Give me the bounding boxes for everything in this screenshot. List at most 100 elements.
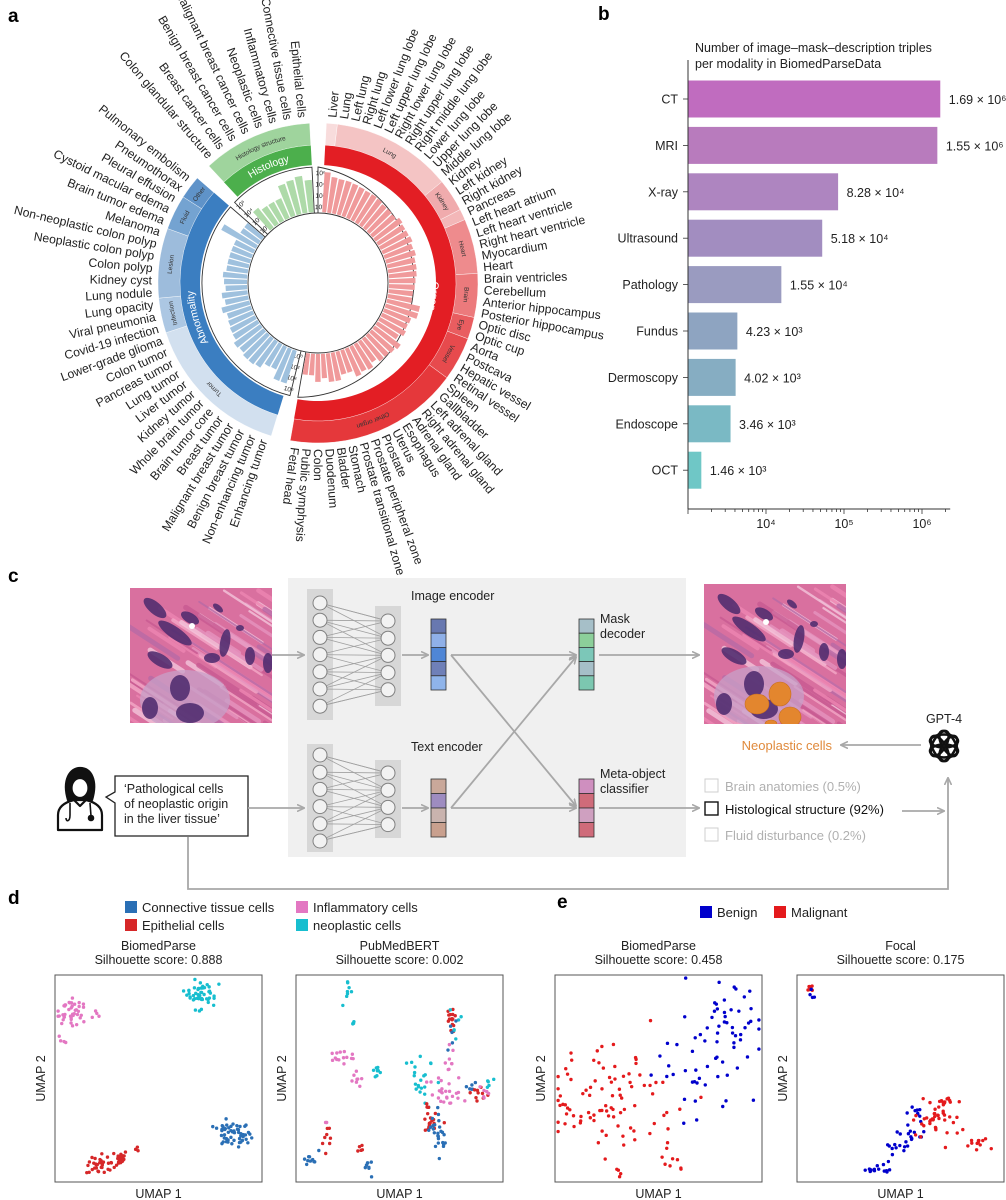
- data-point: [970, 1141, 974, 1145]
- data-point: [556, 1074, 560, 1079]
- neuron: [312, 612, 328, 628]
- data-point: [604, 1133, 608, 1138]
- data-point: [237, 1136, 242, 1141]
- data-point: [409, 1060, 414, 1065]
- data-point: [584, 1088, 588, 1092]
- category-label-text: Organ: [425, 281, 440, 311]
- data-point: [77, 1000, 81, 1005]
- category-label-item: Liver: [325, 91, 341, 119]
- tissue-fiber: [224, 686, 272, 721]
- data-point: [229, 1128, 233, 1133]
- data-point: [893, 1142, 897, 1147]
- nucleus: [793, 625, 805, 653]
- data-point: [193, 977, 197, 982]
- data-point: [943, 1145, 948, 1150]
- data-point: [222, 1133, 227, 1137]
- data-point: [69, 1021, 73, 1025]
- data-point: [735, 1066, 740, 1070]
- connection: [319, 754, 389, 774]
- data-point: [611, 1115, 616, 1119]
- value-label: 1.69 × 10⁶: [949, 93, 1006, 107]
- bar-benign-breast-cancer-cells: [268, 201, 285, 224]
- data-point: [604, 1104, 608, 1108]
- data-point: [446, 1067, 450, 1072]
- data-point: [564, 1112, 569, 1116]
- prompt-line-2: of neoplastic origin: [124, 797, 228, 811]
- data-point: [193, 996, 197, 1001]
- bar-optic-cup: [384, 303, 419, 319]
- data-point: [436, 1131, 440, 1135]
- nucleus: [180, 611, 200, 625]
- image-embedding-cell: [430, 675, 447, 691]
- mask-decoder-cell: [578, 675, 595, 691]
- radial-tick-label: 10⁶: [235, 199, 247, 211]
- data-point: [649, 1073, 653, 1077]
- data-point: [238, 1124, 242, 1129]
- tissue-fiber: [256, 588, 272, 602]
- data-point: [703, 1039, 707, 1043]
- neuron: [380, 665, 396, 681]
- tissue-fiber: [130, 624, 181, 661]
- data-point: [60, 1021, 64, 1026]
- data-point: [413, 1082, 418, 1086]
- value-label: 8.28 × 10⁴: [847, 186, 905, 200]
- data-point: [441, 1142, 446, 1147]
- bar-retinal-vessel: [375, 321, 399, 340]
- value-label: 1.55 × 10⁴: [790, 279, 848, 293]
- data-point: [424, 1080, 429, 1084]
- prompt-line-3: in the liver tissue’: [124, 812, 220, 826]
- neuron: [312, 833, 328, 849]
- value-label: 3.46 × 10³: [739, 418, 796, 432]
- category-label-item: Lung nodule: [85, 286, 153, 304]
- data-point: [93, 1166, 97, 1170]
- nucleus: [143, 597, 167, 619]
- data-point: [446, 1019, 451, 1023]
- category-label: Pathology: [622, 278, 678, 292]
- bar-colon-polyp: [222, 271, 248, 279]
- data-point: [447, 1042, 452, 1047]
- data-point: [306, 1159, 310, 1163]
- tissue-fiber: [798, 686, 846, 721]
- image-embedding-cell: [430, 647, 447, 663]
- tissue-fiber: [831, 702, 846, 715]
- data-point: [974, 1148, 979, 1152]
- data-point: [604, 1109, 609, 1113]
- panel-label-b: b: [598, 4, 610, 25]
- data-point: [345, 981, 350, 985]
- data-point: [730, 1031, 735, 1035]
- data-point: [705, 1064, 710, 1069]
- bar-adrenal-gland: [357, 339, 377, 363]
- connection: [319, 807, 389, 842]
- segmentation-mask: [778, 706, 802, 724]
- data-point: [412, 1070, 417, 1075]
- bar-brain-tumor-edema: [231, 245, 253, 259]
- data-point: [376, 1065, 380, 1070]
- data-point: [622, 1143, 626, 1147]
- subcategory-label-text: Lesion: [167, 254, 176, 274]
- data-point: [695, 1081, 699, 1085]
- bar-benign-breast-tumor: [271, 344, 288, 370]
- data-point: [714, 1002, 719, 1006]
- data-point: [592, 1113, 596, 1117]
- category-label-item: Colon polyp: [88, 256, 154, 276]
- tissue-fiber: [813, 688, 846, 713]
- data-point: [181, 989, 186, 993]
- category-label: MRI: [655, 139, 678, 153]
- data-point: [442, 1133, 446, 1137]
- data-point: [352, 1073, 356, 1077]
- data-point: [307, 1155, 312, 1159]
- prompt-bubble: [104, 775, 249, 837]
- data-point: [69, 1006, 73, 1010]
- data-point: [670, 1157, 675, 1161]
- data-point: [431, 1127, 436, 1131]
- bar-connective-tissue-cells: [294, 175, 308, 214]
- data-point: [678, 1107, 682, 1111]
- data-point: [439, 1078, 443, 1083]
- data-point: [905, 1111, 909, 1115]
- data-point: [70, 996, 75, 1000]
- bar-lung: [327, 177, 338, 214]
- tissue-fiber: [852, 712, 886, 734]
- plot-subtitle: Silhouette score: 0.888: [95, 953, 223, 967]
- data-point: [578, 1119, 583, 1123]
- connection: [319, 789, 389, 825]
